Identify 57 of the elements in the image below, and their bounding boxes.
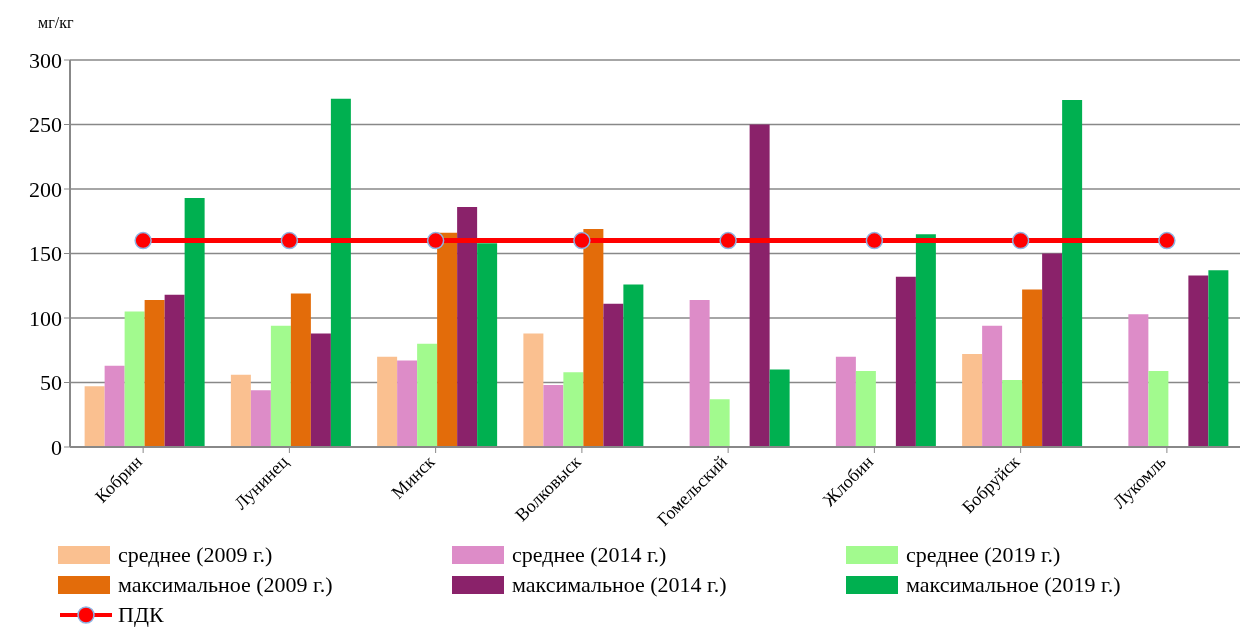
bar — [769, 369, 790, 447]
bar — [1128, 314, 1149, 447]
y-tick-label: 200 — [29, 176, 62, 202]
bar — [290, 293, 311, 447]
bar — [124, 311, 145, 447]
bar — [563, 372, 584, 447]
bar — [895, 276, 916, 447]
legend-label: среднее (2014 г.) — [512, 542, 667, 568]
bar — [689, 299, 710, 447]
bar — [583, 228, 604, 447]
y-tick-label: 300 — [29, 47, 62, 73]
bar — [377, 356, 398, 447]
bar — [962, 354, 983, 447]
bar — [1148, 370, 1169, 447]
bar — [1002, 379, 1023, 447]
bar — [164, 294, 185, 447]
bar — [1022, 289, 1043, 447]
bar — [543, 385, 564, 447]
bar — [417, 343, 438, 447]
legend-label: максимальное (2019 г.) — [906, 572, 1121, 598]
y-tick-label: 150 — [29, 241, 62, 267]
y-tick-label: 50 — [40, 370, 62, 396]
bar — [144, 299, 165, 447]
legend-label: ПДК — [118, 602, 164, 628]
bar — [1208, 270, 1229, 447]
legend-label: среднее (2019 г.) — [906, 542, 1061, 568]
bar — [270, 325, 291, 447]
bar — [623, 284, 644, 447]
bar — [523, 333, 544, 447]
bar — [749, 124, 770, 447]
y-tick-label: 100 — [29, 305, 62, 331]
bar — [310, 333, 331, 447]
y-tick-label: 250 — [29, 112, 62, 138]
bar — [457, 207, 478, 447]
bar — [915, 234, 936, 447]
bar — [1042, 253, 1063, 447]
bar — [104, 365, 125, 447]
bar — [477, 243, 498, 447]
bar — [709, 399, 730, 447]
bar — [397, 360, 418, 447]
bar — [330, 98, 351, 447]
bar — [84, 386, 105, 447]
bar — [437, 232, 458, 447]
bar — [250, 390, 271, 447]
y-tick-label: 0 — [51, 434, 62, 460]
bar — [835, 356, 856, 447]
bar — [1062, 99, 1083, 447]
bar — [1188, 275, 1209, 447]
bar — [982, 325, 1003, 447]
bar — [184, 198, 205, 447]
legend-label: максимальное (2009 г.) — [118, 572, 333, 598]
bar — [230, 374, 251, 447]
y-axis-title: мг/кг — [38, 14, 74, 32]
bar — [855, 370, 876, 447]
legend-label: среднее (2009 г.) — [118, 542, 273, 568]
bar — [603, 303, 624, 447]
legend-label: максимальное (2014 г.) — [512, 572, 727, 598]
